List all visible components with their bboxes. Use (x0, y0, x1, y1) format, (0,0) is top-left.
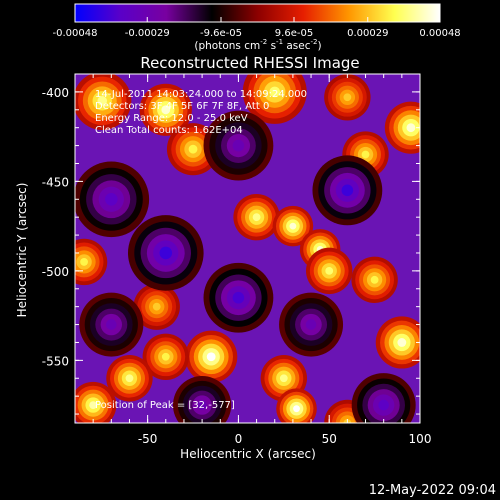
colorbar-tick-label: -9.6e-05 (200, 28, 242, 39)
heatmap-contour (361, 150, 370, 159)
heatmap-contour (341, 184, 354, 197)
heatmap-contour (106, 319, 117, 330)
x-axis: -50 0 50 100 (92, 74, 432, 446)
heatmap-contour (161, 352, 170, 361)
heatmap-contour (293, 405, 300, 413)
heatmap-source (127, 215, 204, 291)
heatmap-source (351, 256, 398, 304)
heatmap-contour (378, 399, 389, 411)
heatmap-contour (305, 319, 317, 330)
heatmap-source (203, 262, 274, 333)
heatmap-source (306, 247, 353, 295)
heatmap-source (242, 74, 307, 124)
heatmap-contour (370, 275, 379, 284)
colorbar (74, 3, 441, 23)
colorbar-tick-label: -0.00029 (125, 28, 170, 39)
heatmap-contour (397, 338, 407, 347)
colorbar-tick-label: -0.00048 (53, 28, 98, 39)
heatmap-source (75, 381, 117, 423)
heatmap-source (75, 161, 150, 238)
y-tick-label: -450 (42, 175, 69, 189)
x-tick-label: 100 (409, 432, 432, 446)
x-tick-label: 0 (235, 432, 243, 446)
y-tick-label: -400 (42, 86, 69, 100)
colorbar-tick-label: 0.00048 (419, 28, 460, 39)
heatmap-contour (343, 93, 352, 102)
heatmap-contour (325, 266, 334, 275)
y-tick-label: -550 (42, 354, 69, 368)
heatmap-source (185, 330, 238, 383)
heatmap-contour (232, 139, 245, 152)
heatmap-source (233, 193, 280, 241)
heatmap-contour (232, 291, 245, 304)
heatmap-source (173, 376, 232, 423)
heatmap-contour (289, 222, 297, 230)
heatmap-contour (252, 213, 261, 222)
heatmap-contour (159, 246, 173, 260)
heatmap-source (75, 74, 132, 130)
heatmap-contour (206, 352, 216, 362)
annotation-peak: Position of Peak = [32,-577] (95, 400, 235, 411)
heatmap-source (133, 283, 180, 330)
annotation-energy: Energy Range: 12.0 - 25.0 keV (95, 113, 248, 124)
heatmap-source (166, 123, 220, 176)
colorbar-tick-label: 0.00029 (347, 28, 388, 39)
heatmap-contour (188, 144, 198, 154)
heatmap-image (75, 74, 420, 423)
heatmap-contour (125, 374, 134, 383)
heatmap-source (79, 292, 144, 357)
heatmap-source (384, 101, 420, 154)
y-tick-label: -500 (42, 265, 69, 279)
heatmap-source (272, 205, 314, 247)
plot-frame (74, 73, 421, 424)
x-axis-label: Heliocentric X (arcsec) (180, 447, 316, 461)
colorbar-units: (photons cm-2 s-1 asec-2) (194, 38, 321, 52)
colorbar-tick-label: 9.6e-05 (275, 28, 313, 39)
x-tick-label: -50 (138, 432, 158, 446)
y-axis-label: Heliocentric Y (arcsec) (15, 183, 29, 318)
annotation-clean: Clean Total counts: 1.62E+04 (95, 125, 243, 136)
y-axis: -400 -450 -500 -550 (42, 73, 420, 415)
chart-title: Reconstructed RHESSI Image (140, 54, 359, 72)
heatmap-source (139, 83, 192, 136)
heatmap-source (276, 388, 317, 423)
colorbar-ticks: -0.00048 -0.00029 -9.6e-05 9.6e-05 0.00029 0.… (53, 17, 461, 39)
x-tick-label: 50 (322, 432, 337, 446)
heatmap-contour (97, 96, 108, 106)
heatmap-contour (105, 192, 118, 206)
annotations: 14-Jul-2011 14:03:24.000 to 14:09:24.000… (95, 89, 307, 411)
heatmap-source (142, 333, 189, 380)
heatmap-source (312, 155, 383, 226)
heatmap-contour (152, 302, 161, 311)
annotation-time: 14-Jul-2011 14:03:24.000 to 14:09:24.000 (95, 89, 307, 100)
heatmap-contour (279, 374, 288, 383)
heatmap-source (75, 238, 108, 286)
heatmap-source (324, 74, 371, 121)
heatmap-source (106, 355, 153, 402)
heatmap-source (203, 110, 274, 181)
heatmap-source (351, 373, 416, 423)
heatmap-source (279, 292, 344, 357)
annotation-detectors: Detectors: 3F 4F 5F 6F 7F 8F, Att 0 (95, 101, 269, 112)
heatmap-contour (161, 105, 171, 115)
heatmap-contour (269, 86, 281, 98)
heatmap-source (375, 316, 420, 369)
heatmap-contour (406, 123, 416, 133)
heatmap-contour (89, 401, 98, 410)
footer-date: 12-May-2022 09:04 (369, 483, 496, 498)
heatmap-contour (197, 400, 207, 410)
heatmap-contour (80, 258, 88, 266)
